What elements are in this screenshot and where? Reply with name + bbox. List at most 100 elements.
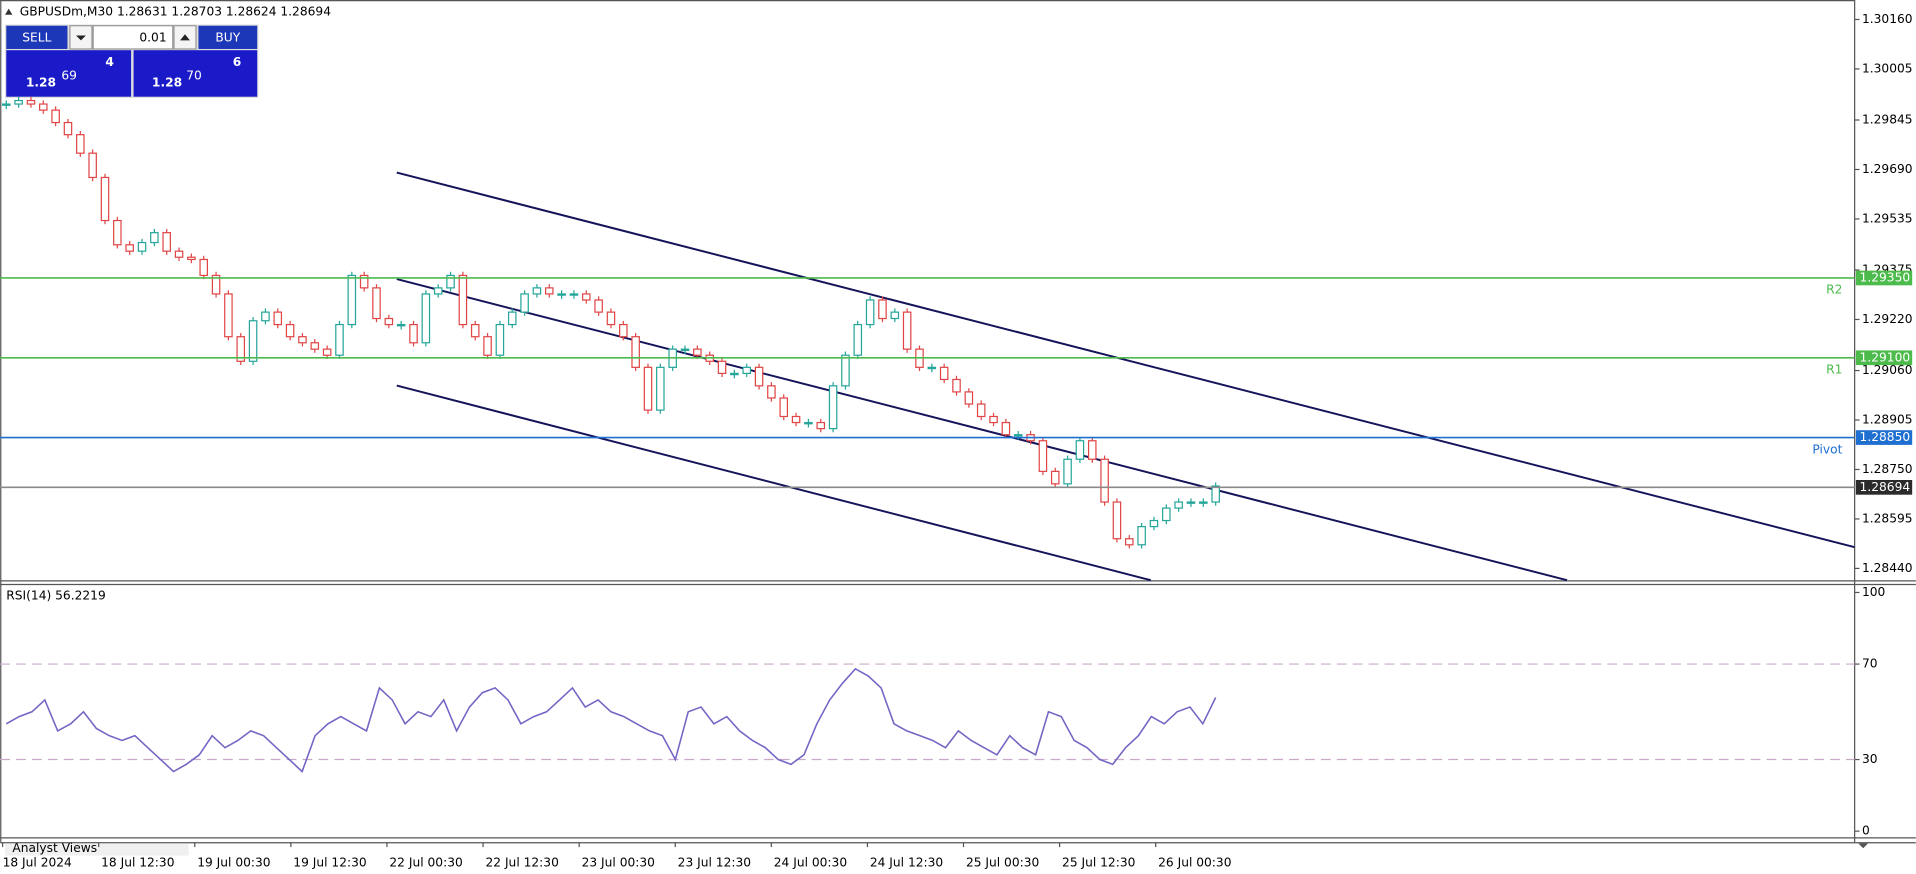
level-label: 1.28850 <box>1860 430 1911 444</box>
y-tick-label: 1.29690 <box>1862 162 1913 176</box>
trend-line <box>396 278 1568 582</box>
buy-button[interactable] <box>198 25 258 49</box>
ask-box[interactable] <box>133 50 258 97</box>
candle <box>544 287 554 295</box>
rsi-line <box>5 667 1217 773</box>
buy-label[interactable]: BUY <box>215 30 240 44</box>
candle <box>791 415 801 424</box>
candle <box>606 311 616 326</box>
candle <box>841 354 850 387</box>
candle <box>1 103 11 106</box>
trend-channel <box>396 171 1855 582</box>
x-tick-label: 25 Jul 12:30 <box>1062 855 1135 869</box>
candle <box>1199 501 1208 504</box>
y-tick-label: 1.28750 <box>1862 462 1913 476</box>
level-label: 1.29100 <box>1860 350 1911 364</box>
candle <box>458 274 468 326</box>
candle <box>754 366 764 387</box>
candle <box>224 293 233 338</box>
lot-value[interactable]: 0.01 <box>139 30 166 44</box>
x-tick-label: 18 Jul 12:30 <box>101 855 174 869</box>
y-tick-label: 70 <box>1862 657 1878 671</box>
candle <box>409 323 418 344</box>
candle <box>384 317 394 326</box>
x-tick-label: 23 Jul 00:30 <box>582 855 655 869</box>
bid-big: 1.28 <box>26 76 56 90</box>
candle <box>582 293 591 301</box>
candle <box>1100 458 1109 503</box>
candle <box>767 385 776 399</box>
level-label-bg <box>1855 350 1913 366</box>
scroll-icon[interactable] <box>1858 843 1869 849</box>
y-tick-label: 30 <box>1862 752 1878 766</box>
candle <box>952 378 961 393</box>
one-click-trading: SELL 0.01 BUY 1.28 69 4 1.28 70 6 <box>5 24 259 98</box>
candle <box>557 293 566 296</box>
candle <box>902 311 912 350</box>
bid-box[interactable] <box>6 50 132 97</box>
level-label-bg <box>1855 270 1913 286</box>
tab-label[interactable]: Analyst Views <box>12 841 97 855</box>
x-tick-label: 18 Jul 2024 <box>3 855 72 869</box>
candle <box>1186 501 1196 504</box>
candle <box>693 348 702 356</box>
candle <box>939 366 949 381</box>
candle <box>1112 501 1122 540</box>
candle <box>1174 501 1183 509</box>
tab[interactable] <box>5 843 189 856</box>
candle <box>248 320 258 362</box>
candle <box>396 323 406 327</box>
sell-label[interactable]: SELL <box>22 30 51 44</box>
level-tag: R1 <box>1826 363 1842 377</box>
sell-button[interactable] <box>6 25 68 49</box>
candle <box>335 323 344 356</box>
lot-input[interactable] <box>92 25 174 50</box>
candle <box>730 372 739 376</box>
candle <box>211 274 221 295</box>
ask-main: 70 <box>186 68 202 82</box>
level-tag: R2 <box>1826 283 1842 297</box>
candle <box>569 293 579 296</box>
candle <box>976 403 986 418</box>
candle <box>1087 440 1097 460</box>
candle <box>656 366 665 411</box>
candle <box>619 323 628 338</box>
collapse-icon[interactable] <box>5 8 13 15</box>
level-label: 1.28694 <box>1860 480 1911 494</box>
rsi-title: RSI(14) 56.2219 <box>6 589 105 603</box>
candle <box>1050 470 1060 485</box>
candle <box>174 250 184 258</box>
candle <box>51 109 60 124</box>
y-tick-label: 1.30160 <box>1862 12 1913 26</box>
candle <box>100 176 110 222</box>
candle <box>890 311 900 320</box>
candle <box>816 421 826 430</box>
y-tick-label: 1.29060 <box>1862 363 1913 377</box>
candle <box>322 348 332 356</box>
candle <box>1001 421 1011 436</box>
x-tick-label: 26 Jul 00:30 <box>1158 855 1231 869</box>
candle <box>236 336 246 362</box>
candle <box>14 99 23 105</box>
y-tick-label: 1.28440 <box>1862 561 1913 575</box>
candle <box>113 219 122 246</box>
candle <box>187 256 196 261</box>
ask-small: 6 <box>233 55 242 69</box>
candle <box>39 103 48 111</box>
candle <box>199 258 209 277</box>
candle <box>347 274 357 326</box>
candle <box>779 397 789 418</box>
x-tick-label: 19 Jul 12:30 <box>293 855 366 869</box>
candle <box>1125 538 1134 546</box>
y-tick-label: 1.29535 <box>1862 211 1913 225</box>
y-tick-label: 1.28905 <box>1862 413 1913 427</box>
candle <box>495 323 505 356</box>
candle <box>1075 440 1085 460</box>
candle <box>532 287 542 295</box>
candle <box>853 323 863 356</box>
x-tick-label: 24 Jul 00:30 <box>774 855 847 869</box>
x-tick-label: 23 Jul 12:30 <box>678 855 751 869</box>
candle <box>483 336 492 356</box>
candle <box>88 152 97 179</box>
candle <box>1162 507 1171 522</box>
